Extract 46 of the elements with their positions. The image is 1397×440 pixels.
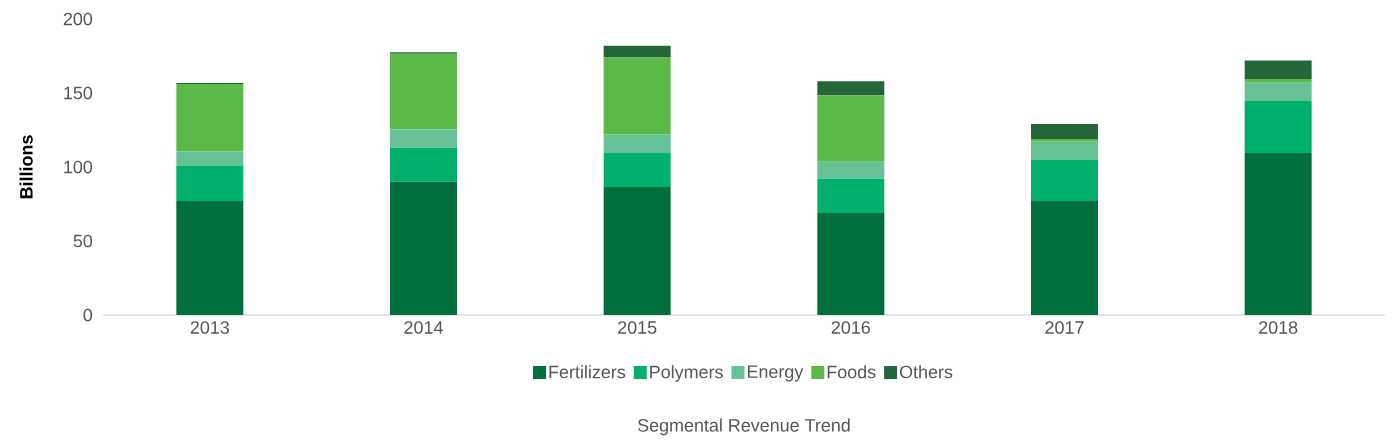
bar <box>1244 100 1312 153</box>
x-tick-label: 2017 <box>1045 321 1084 334</box>
bar <box>817 178 885 213</box>
bar <box>1030 141 1098 160</box>
y-tick-label: 0 <box>83 308 93 322</box>
bar <box>603 134 671 153</box>
legend-label: Others <box>899 365 953 379</box>
bar <box>817 212 885 315</box>
x-tick-label: 2015 <box>618 321 657 334</box>
y-tick-label: 150 <box>64 86 93 100</box>
bar <box>176 165 244 202</box>
bar <box>176 151 244 166</box>
bar <box>390 129 457 148</box>
x-tick-label: 2014 <box>404 321 443 334</box>
bar <box>817 95 885 162</box>
bar <box>603 57 671 135</box>
text: Segmental Revenue Trend <box>637 418 850 436</box>
y-tick-label: 50 <box>73 234 93 248</box>
bar <box>176 84 244 152</box>
bar <box>390 181 457 315</box>
bar <box>390 53 457 130</box>
bar <box>176 201 244 315</box>
bar <box>817 81 885 96</box>
bar <box>603 152 671 187</box>
bar <box>603 45 671 58</box>
y-tick-label: 200 <box>63 12 93 26</box>
bar <box>603 186 671 315</box>
bar <box>1244 152 1312 315</box>
bar <box>1030 201 1098 315</box>
legend-label: Fertilizers <box>549 365 626 379</box>
bar <box>1030 138 1098 142</box>
y-axis-title: Billions <box>19 135 33 199</box>
bar <box>817 161 885 179</box>
legend-label: Polymers <box>650 365 723 382</box>
bar <box>1030 159 1098 202</box>
bar <box>1244 82 1312 101</box>
bar <box>1030 124 1098 139</box>
legend-label: Foods <box>827 365 876 379</box>
legend-label: Energy <box>747 365 804 382</box>
x-tick-label: 2013 <box>190 321 229 334</box>
bar <box>390 147 457 182</box>
bar <box>1244 78 1312 83</box>
x-tick-label: 2016 <box>831 321 870 334</box>
bar <box>1244 60 1312 79</box>
y-tick-label: 100 <box>64 160 93 174</box>
x-tick-label: 2018 <box>1259 321 1298 334</box>
